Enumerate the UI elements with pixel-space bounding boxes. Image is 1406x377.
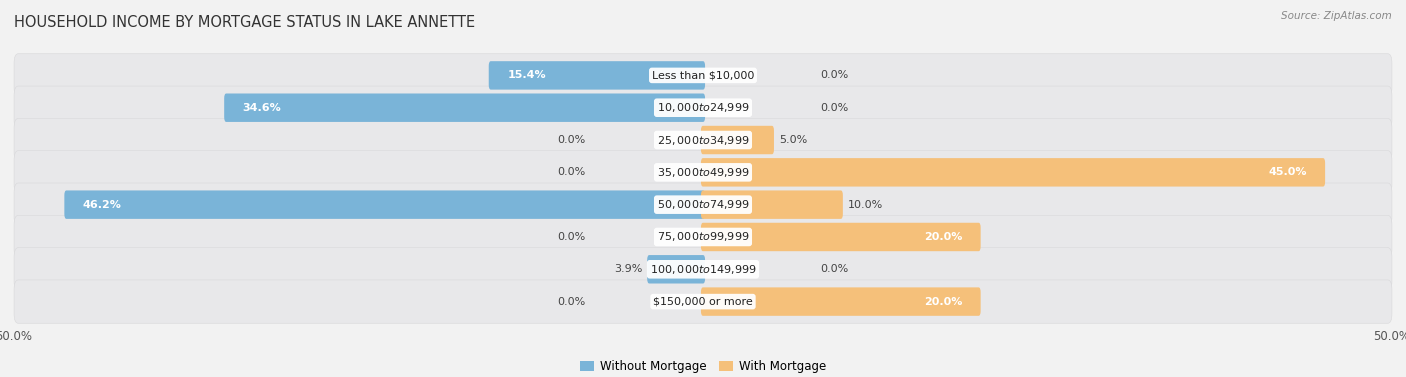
- Text: 34.6%: 34.6%: [243, 103, 281, 113]
- FancyBboxPatch shape: [65, 190, 704, 219]
- Text: 3.9%: 3.9%: [614, 264, 643, 274]
- FancyBboxPatch shape: [702, 190, 842, 219]
- Text: $25,000 to $34,999: $25,000 to $34,999: [657, 133, 749, 147]
- Text: $35,000 to $49,999: $35,000 to $49,999: [657, 166, 749, 179]
- Text: 0.0%: 0.0%: [820, 103, 848, 113]
- FancyBboxPatch shape: [14, 54, 1392, 97]
- Text: 46.2%: 46.2%: [83, 200, 122, 210]
- Text: 0.0%: 0.0%: [820, 264, 848, 274]
- FancyBboxPatch shape: [14, 248, 1392, 291]
- FancyBboxPatch shape: [224, 93, 704, 122]
- Text: $75,000 to $99,999: $75,000 to $99,999: [657, 230, 749, 244]
- FancyBboxPatch shape: [14, 215, 1392, 259]
- FancyBboxPatch shape: [702, 287, 980, 316]
- Text: $10,000 to $24,999: $10,000 to $24,999: [657, 101, 749, 114]
- Text: 0.0%: 0.0%: [558, 167, 586, 177]
- Text: HOUSEHOLD INCOME BY MORTGAGE STATUS IN LAKE ANNETTE: HOUSEHOLD INCOME BY MORTGAGE STATUS IN L…: [14, 15, 475, 30]
- Text: Source: ZipAtlas.com: Source: ZipAtlas.com: [1281, 11, 1392, 21]
- Text: 5.0%: 5.0%: [779, 135, 807, 145]
- FancyBboxPatch shape: [14, 183, 1392, 226]
- Text: $150,000 or more: $150,000 or more: [654, 297, 752, 307]
- Text: 15.4%: 15.4%: [508, 70, 546, 80]
- Text: 0.0%: 0.0%: [558, 135, 586, 145]
- Text: 10.0%: 10.0%: [848, 200, 883, 210]
- Text: 20.0%: 20.0%: [924, 297, 962, 307]
- FancyBboxPatch shape: [14, 118, 1392, 162]
- FancyBboxPatch shape: [14, 151, 1392, 194]
- FancyBboxPatch shape: [702, 223, 980, 251]
- Text: $50,000 to $74,999: $50,000 to $74,999: [657, 198, 749, 211]
- Text: 45.0%: 45.0%: [1268, 167, 1306, 177]
- FancyBboxPatch shape: [14, 280, 1392, 323]
- Text: $100,000 to $149,999: $100,000 to $149,999: [650, 263, 756, 276]
- FancyBboxPatch shape: [14, 86, 1392, 129]
- FancyBboxPatch shape: [702, 158, 1324, 187]
- FancyBboxPatch shape: [489, 61, 704, 90]
- Text: 20.0%: 20.0%: [924, 232, 962, 242]
- FancyBboxPatch shape: [702, 126, 773, 154]
- Text: 0.0%: 0.0%: [820, 70, 848, 80]
- FancyBboxPatch shape: [647, 255, 704, 284]
- Legend: Without Mortgage, With Mortgage: Without Mortgage, With Mortgage: [575, 356, 831, 377]
- Text: Less than $10,000: Less than $10,000: [652, 70, 754, 80]
- Text: 0.0%: 0.0%: [558, 297, 586, 307]
- Text: 0.0%: 0.0%: [558, 232, 586, 242]
